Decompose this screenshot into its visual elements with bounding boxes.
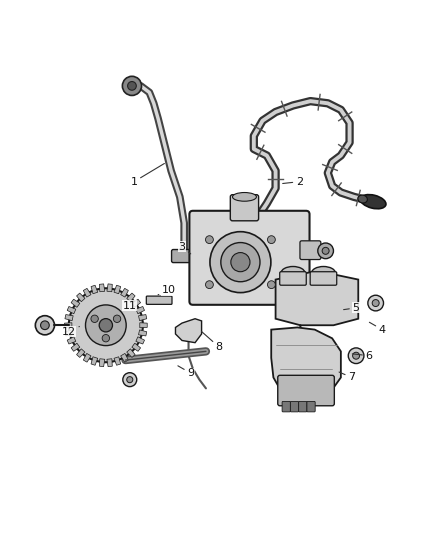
FancyBboxPatch shape bbox=[215, 249, 240, 263]
Polygon shape bbox=[176, 319, 201, 343]
Circle shape bbox=[372, 300, 379, 306]
Polygon shape bbox=[99, 284, 105, 292]
Polygon shape bbox=[138, 330, 147, 336]
Circle shape bbox=[221, 243, 260, 282]
Polygon shape bbox=[127, 293, 135, 302]
FancyBboxPatch shape bbox=[189, 211, 310, 305]
Text: 1: 1 bbox=[131, 164, 164, 187]
Text: 5: 5 bbox=[344, 303, 360, 313]
Circle shape bbox=[353, 352, 360, 359]
Circle shape bbox=[102, 335, 110, 342]
Polygon shape bbox=[67, 337, 76, 344]
Circle shape bbox=[318, 243, 333, 259]
Polygon shape bbox=[127, 349, 135, 358]
Circle shape bbox=[69, 288, 143, 362]
FancyBboxPatch shape bbox=[300, 241, 321, 260]
Circle shape bbox=[85, 305, 126, 345]
Ellipse shape bbox=[360, 195, 386, 209]
Polygon shape bbox=[138, 314, 147, 321]
Circle shape bbox=[205, 281, 213, 288]
FancyBboxPatch shape bbox=[310, 272, 337, 285]
Polygon shape bbox=[114, 285, 120, 294]
Polygon shape bbox=[71, 343, 80, 351]
Circle shape bbox=[268, 281, 276, 288]
Polygon shape bbox=[136, 337, 145, 344]
Circle shape bbox=[91, 315, 98, 322]
Polygon shape bbox=[132, 343, 141, 351]
Circle shape bbox=[348, 348, 364, 364]
Circle shape bbox=[368, 295, 384, 311]
Text: 8: 8 bbox=[201, 332, 223, 352]
Text: 9: 9 bbox=[178, 366, 194, 378]
Text: 3: 3 bbox=[179, 242, 191, 254]
FancyBboxPatch shape bbox=[290, 401, 299, 412]
Polygon shape bbox=[67, 306, 76, 314]
Polygon shape bbox=[77, 349, 85, 358]
Polygon shape bbox=[91, 285, 98, 294]
Ellipse shape bbox=[358, 195, 367, 203]
Text: 6: 6 bbox=[352, 351, 373, 361]
Polygon shape bbox=[120, 288, 128, 297]
Ellipse shape bbox=[311, 266, 336, 279]
Text: 10: 10 bbox=[158, 286, 176, 295]
Circle shape bbox=[35, 316, 54, 335]
FancyBboxPatch shape bbox=[299, 401, 307, 412]
Polygon shape bbox=[107, 359, 112, 367]
Polygon shape bbox=[140, 323, 147, 328]
Circle shape bbox=[322, 247, 329, 254]
Polygon shape bbox=[276, 271, 358, 325]
Polygon shape bbox=[107, 284, 112, 292]
Circle shape bbox=[268, 236, 276, 244]
FancyBboxPatch shape bbox=[278, 375, 334, 406]
Polygon shape bbox=[83, 288, 91, 297]
Polygon shape bbox=[65, 314, 73, 321]
FancyBboxPatch shape bbox=[282, 401, 290, 412]
Text: 4: 4 bbox=[369, 322, 386, 335]
Polygon shape bbox=[65, 330, 73, 336]
Polygon shape bbox=[77, 293, 85, 302]
Polygon shape bbox=[64, 323, 72, 328]
FancyBboxPatch shape bbox=[307, 401, 315, 412]
Polygon shape bbox=[136, 306, 145, 314]
Polygon shape bbox=[120, 353, 128, 362]
Ellipse shape bbox=[281, 266, 305, 279]
Circle shape bbox=[41, 321, 49, 329]
Polygon shape bbox=[71, 299, 80, 308]
FancyBboxPatch shape bbox=[230, 195, 258, 221]
Circle shape bbox=[127, 82, 136, 90]
Polygon shape bbox=[83, 353, 91, 362]
Circle shape bbox=[127, 377, 133, 383]
Polygon shape bbox=[99, 359, 105, 367]
Circle shape bbox=[210, 232, 271, 293]
Polygon shape bbox=[132, 299, 141, 308]
Text: 2: 2 bbox=[283, 176, 303, 187]
Text: 7: 7 bbox=[339, 372, 355, 383]
Text: 11: 11 bbox=[123, 301, 137, 311]
Polygon shape bbox=[91, 357, 98, 365]
FancyBboxPatch shape bbox=[172, 249, 197, 263]
Polygon shape bbox=[114, 357, 120, 365]
Polygon shape bbox=[271, 327, 341, 399]
Circle shape bbox=[113, 315, 121, 322]
Text: 12: 12 bbox=[62, 327, 79, 337]
Circle shape bbox=[231, 253, 250, 272]
Ellipse shape bbox=[233, 192, 256, 201]
Circle shape bbox=[123, 373, 137, 386]
FancyBboxPatch shape bbox=[280, 272, 306, 285]
Circle shape bbox=[122, 76, 141, 95]
FancyBboxPatch shape bbox=[146, 296, 172, 304]
Circle shape bbox=[99, 319, 113, 332]
Circle shape bbox=[205, 236, 213, 244]
